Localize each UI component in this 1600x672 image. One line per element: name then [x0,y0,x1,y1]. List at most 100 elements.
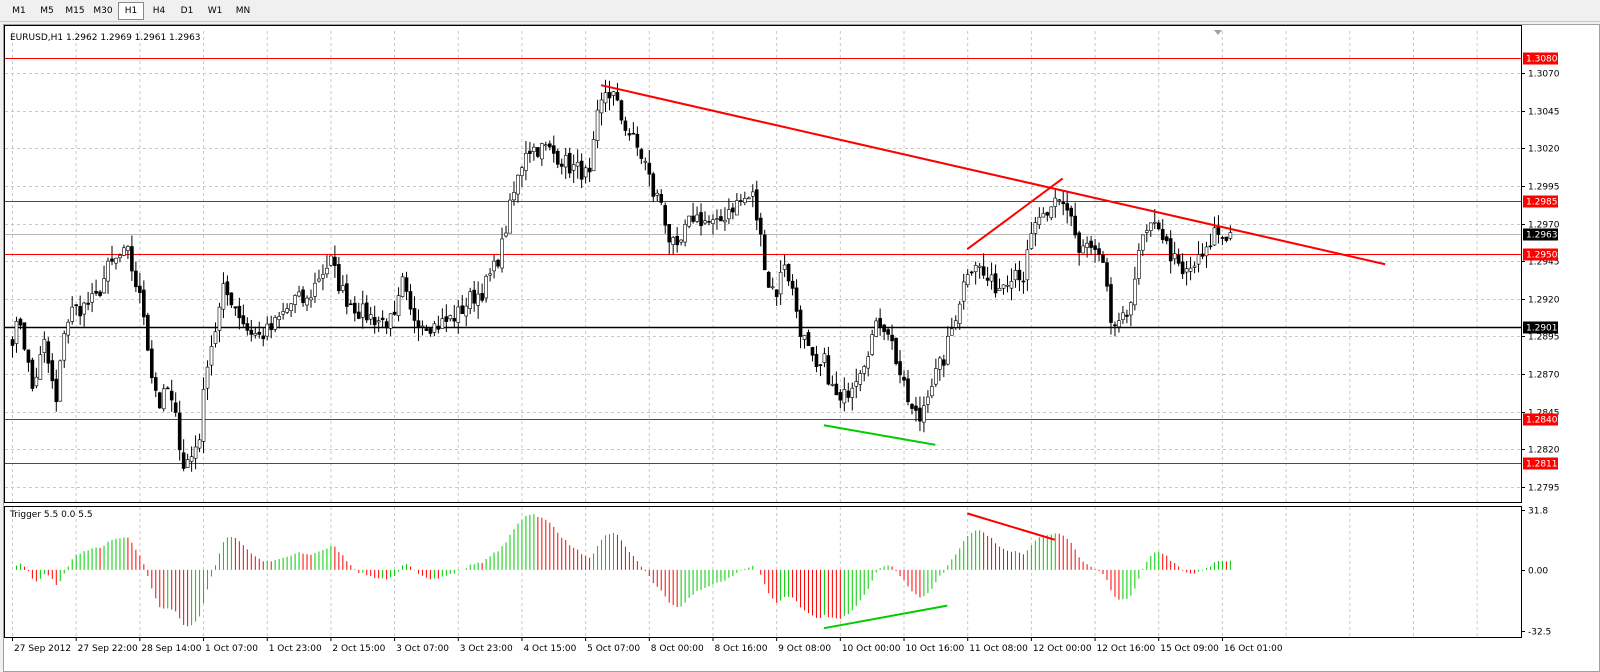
candle [209,335,214,376]
candle [1013,263,1018,288]
candle [138,273,142,304]
candle [424,324,429,331]
candle [1224,236,1229,243]
candle [1216,215,1221,244]
candle [711,214,715,235]
candle [1200,243,1205,259]
candle [122,244,126,257]
candle [142,280,146,326]
timeframe-button-w1[interactable]: W1 [207,6,223,16]
candle [782,255,787,278]
candle [253,326,258,339]
timeframe-button-m1[interactable]: M1 [12,6,26,16]
candle [277,311,281,329]
level-price-tag [1523,457,1558,470]
time-tick-label: 8 Oct 16:00 [714,644,767,654]
candle [420,320,425,336]
candle [1045,211,1050,222]
candle [910,403,914,415]
price-tick-label: 1.2820 [1528,446,1560,456]
candle [743,191,747,206]
candle [1093,238,1097,263]
indicator-panel-border [4,506,1522,638]
candle [110,245,114,266]
candle [237,297,242,330]
candle [949,317,954,336]
candle [1196,241,1201,273]
candle [993,264,998,298]
trendline[interactable] [823,424,936,446]
candle [838,389,843,409]
trendlines [600,84,1386,446]
candle [46,337,51,373]
candle [512,181,516,206]
candle [675,227,679,253]
candle [197,433,202,453]
candle [50,353,55,389]
timeframe-button-m5[interactable]: M5 [40,6,54,16]
candle [790,274,795,296]
candle [333,245,337,278]
candle [472,280,476,312]
candle [380,310,385,329]
candle [695,206,699,224]
time-tick-label: 8 Oct 00:00 [651,644,704,654]
candle [810,346,815,362]
candle [1065,190,1069,224]
candle [655,189,660,202]
candle [460,295,465,314]
chart-canvas[interactable]: 1.30701.30451.30201.29951.29701.29451.29… [4,25,1599,671]
candle [934,358,938,387]
candle [273,315,277,333]
time-tick-label: 10 Oct 00:00 [842,644,901,654]
candle [762,229,767,271]
trendline[interactable] [600,84,1386,266]
candle [707,215,711,226]
candle [289,303,293,318]
candle [317,269,321,283]
timeframe-toolbar: M1 M5 M15 M30 H1 H4 D1 W1 MN [0,0,1600,22]
candle [1061,190,1066,216]
main-panel-border [4,25,1522,503]
timeframe-button-h1[interactable]: H1 [118,2,144,20]
divergence-line[interactable] [823,604,948,630]
candle [715,209,719,230]
candle [842,377,847,412]
candle [985,266,990,287]
timeframe-button-mn[interactable]: MN [235,6,251,16]
candle [667,223,672,255]
timeframe-button-h4[interactable]: H4 [152,6,166,16]
candle [691,202,695,224]
candle [579,153,584,189]
candle [1208,233,1213,250]
candle [161,384,166,412]
candle [269,315,274,339]
chart-window[interactable]: 1.3070 1.3045 1.3020 1.2995 1.2970 1.2945 1.29… [3,24,1600,672]
candle [898,350,902,384]
timeframe-button-m30[interactable]: M30 [93,6,113,16]
candle [177,400,182,461]
candle [1176,248,1181,267]
candle [221,272,226,319]
candle [146,312,150,352]
candle [70,296,74,325]
divergence-line[interactable] [966,512,1056,541]
candle [516,174,520,203]
candle [532,143,536,161]
candle [559,158,564,175]
candle [1005,275,1010,293]
candle [98,289,102,298]
candle [54,369,59,412]
timeframe-button-d1[interactable]: D1 [180,6,194,16]
candle [1101,250,1105,263]
chart-header: EURUSD,H1 1.2962 1.2969 1.2961 1.2963 [10,33,201,43]
trendline[interactable] [966,177,1064,250]
candle [770,277,775,290]
timeframe-button-m15[interactable]: M15 [65,6,85,16]
candlesticks [10,79,1233,472]
candle [524,141,528,181]
candle [1053,188,1058,218]
candle [758,212,763,247]
price-tick-label: 1.3020 [1528,145,1560,155]
chart-shift-marker[interactable] [1214,30,1222,35]
